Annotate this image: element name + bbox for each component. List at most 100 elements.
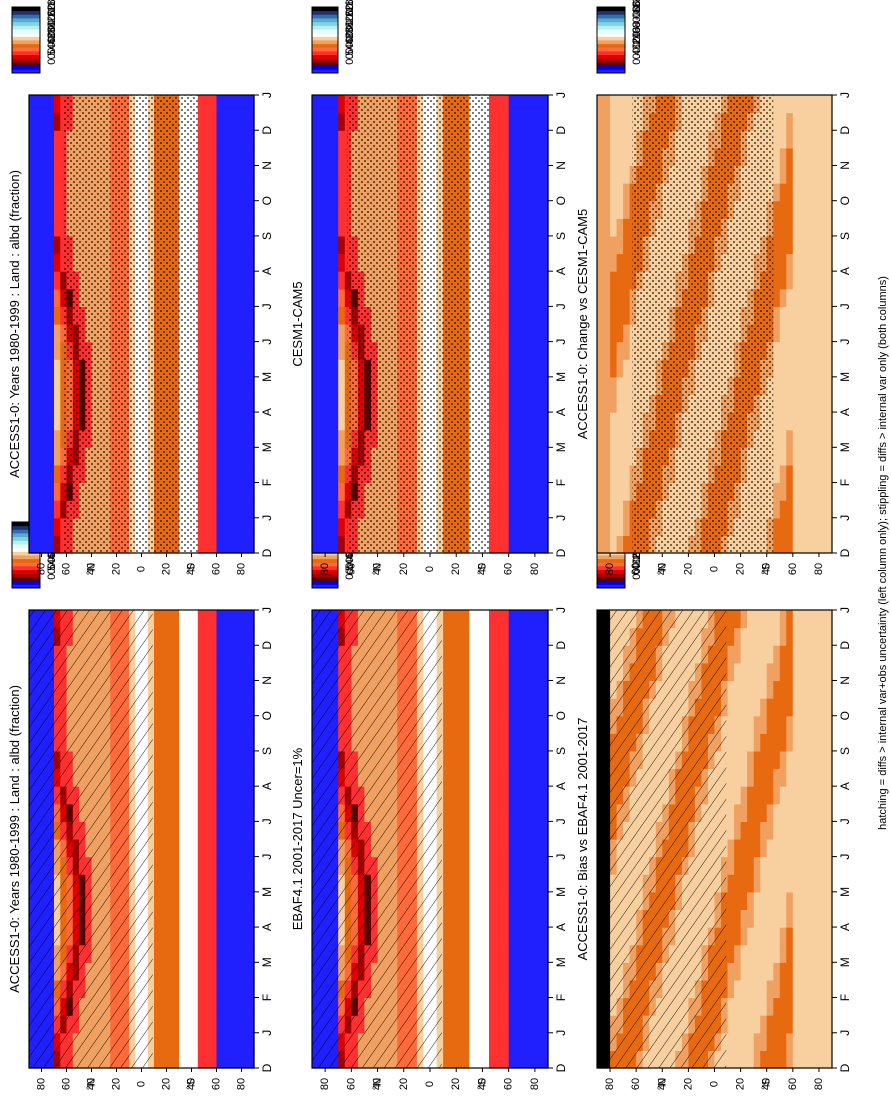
heatmap-cell xyxy=(515,945,522,963)
heatmap-cell xyxy=(522,804,529,822)
heatmap-cell xyxy=(312,166,319,184)
heatmap-cell xyxy=(799,804,806,822)
heatmap-cell xyxy=(502,786,509,804)
heatmap-cell xyxy=(528,306,535,324)
heatmap-cell xyxy=(204,733,211,751)
heatmap-cell xyxy=(198,962,205,980)
heatmap-cell xyxy=(502,628,509,646)
heatmap-cell xyxy=(450,962,457,980)
heatmap-cell xyxy=(754,874,761,892)
heatmap-cell xyxy=(167,628,174,646)
heatmap-cell xyxy=(535,95,542,113)
heatmap-cell xyxy=(235,927,242,945)
heatmap-cell xyxy=(496,500,503,518)
heatmap-cell xyxy=(456,751,463,769)
heatmap-cell xyxy=(217,518,224,536)
heatmap-cell xyxy=(780,610,787,628)
heatmap-cell xyxy=(210,681,217,699)
heatmap-cell xyxy=(463,681,470,699)
heatmap-cell xyxy=(217,324,224,342)
heatmap-cell xyxy=(806,998,813,1016)
heatmap-cell xyxy=(192,962,199,980)
heatmap-cell xyxy=(312,500,319,518)
heatmap-cell xyxy=(522,236,529,254)
heatmap-cell xyxy=(332,113,339,131)
heatmap-cell xyxy=(198,535,205,553)
heatmap-cell xyxy=(229,821,236,839)
heatmap-cell xyxy=(450,804,457,822)
heatmap-cell xyxy=(217,183,224,201)
heatmap-cell xyxy=(229,892,236,910)
heatmap-cell xyxy=(198,500,205,518)
heatmap-cell xyxy=(754,910,761,928)
month-tick-label: D xyxy=(554,548,568,557)
heatmap-cell xyxy=(767,821,774,839)
heatmap-cell xyxy=(463,698,470,716)
heatmap-cell xyxy=(229,254,236,272)
heatmap-cell xyxy=(179,962,186,980)
heatmap-cell xyxy=(29,324,36,342)
heatmap-cell xyxy=(160,628,167,646)
lat-tick-label: 60 xyxy=(61,563,73,575)
heatmap-cell xyxy=(489,751,496,769)
month-tick-label: J xyxy=(554,92,568,98)
month-tick-label: J xyxy=(554,818,568,824)
heatmap-cell xyxy=(29,412,36,430)
heatmap-cell xyxy=(522,716,529,734)
heatmap-cell xyxy=(332,236,339,254)
heatmap-cell xyxy=(198,130,205,148)
heatmap-cell xyxy=(338,130,345,148)
heatmap-cell xyxy=(489,430,496,448)
heatmap-cell xyxy=(522,95,529,113)
heatmap-cell xyxy=(160,786,167,804)
heatmap-cell xyxy=(728,628,735,646)
heatmap-cell xyxy=(509,945,516,963)
heatmap-cell xyxy=(223,698,230,716)
heatmap-cell xyxy=(767,945,774,963)
colorbar-swatch xyxy=(312,577,338,581)
heatmap-cell xyxy=(35,447,42,465)
heatmap-cell xyxy=(463,927,470,945)
heatmap-cell xyxy=(786,839,793,857)
heatmap-cell xyxy=(767,857,774,875)
heatmap-cell xyxy=(338,518,345,536)
heatmap-cell xyxy=(780,769,787,787)
heatmap-cell xyxy=(443,945,450,963)
heatmap-cell xyxy=(154,628,161,646)
heatmap-cell xyxy=(217,874,224,892)
heatmap-cell xyxy=(42,324,49,342)
heatmap-cell xyxy=(204,945,211,963)
heatmap-cell xyxy=(450,733,457,751)
heatmap-cell xyxy=(515,412,522,430)
heatmap-cell xyxy=(54,166,61,184)
heatmap-cell xyxy=(235,839,242,857)
heatmap-cell xyxy=(515,271,522,289)
heatmap-cell xyxy=(528,804,535,822)
heatmap-cell xyxy=(786,645,793,663)
heatmap-cell xyxy=(489,465,496,483)
heatmap-cell xyxy=(443,980,450,998)
heatmap-cell xyxy=(312,465,319,483)
heatmap-cell xyxy=(509,306,516,324)
heatmap-cell xyxy=(786,716,793,734)
heatmap-cell xyxy=(812,751,819,769)
heatmap-cell xyxy=(154,1050,161,1068)
heatmap-cell xyxy=(154,962,161,980)
heatmap-cell xyxy=(29,201,36,219)
heatmap-cell xyxy=(192,910,199,928)
heatmap-cell xyxy=(325,430,332,448)
lat-tick-label: 80 xyxy=(319,1078,331,1090)
heatmap-cell xyxy=(515,980,522,998)
heatmap-cell xyxy=(48,218,55,236)
heatmap-cell xyxy=(515,874,522,892)
heatmap-cell xyxy=(235,681,242,699)
heatmap-cell xyxy=(235,751,242,769)
heatmap-cell xyxy=(35,236,42,254)
heatmap-cell xyxy=(204,962,211,980)
heatmap-cell xyxy=(179,628,186,646)
heatmap-cell xyxy=(443,821,450,839)
heatmap-cell xyxy=(535,1050,542,1068)
heatmap-cell xyxy=(728,645,735,663)
heatmap-cell xyxy=(786,980,793,998)
heatmap-cell xyxy=(198,945,205,963)
